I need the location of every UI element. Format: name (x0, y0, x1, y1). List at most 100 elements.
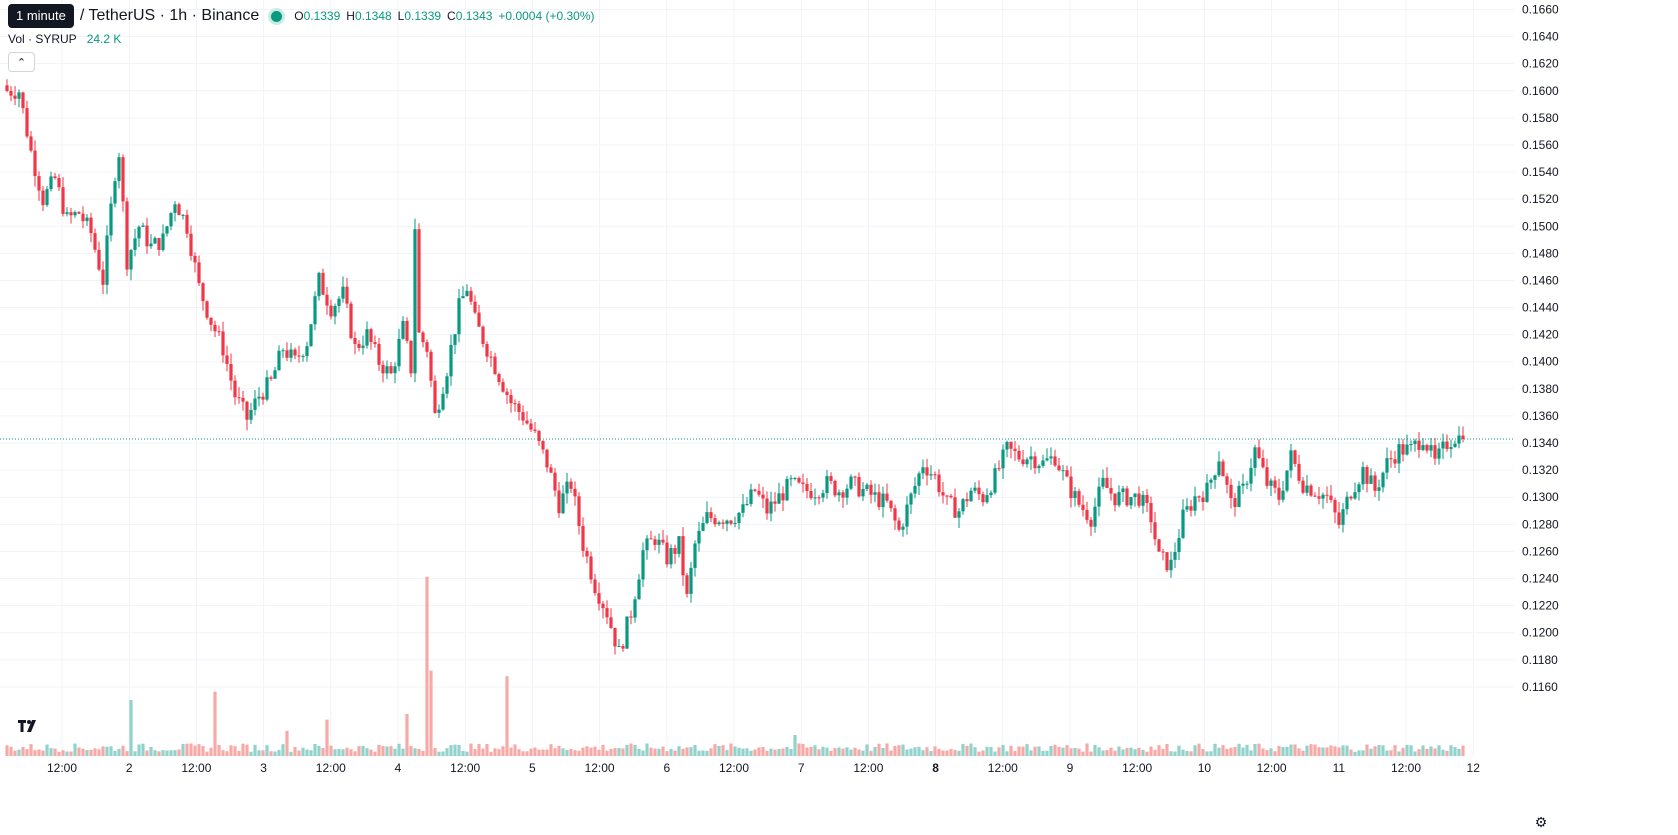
candle-body (489, 356, 493, 358)
volume-bar (129, 700, 133, 756)
volume-bar (337, 748, 341, 756)
candle-body (541, 440, 545, 450)
candle-body (513, 403, 517, 405)
candle-body (349, 303, 353, 338)
volume-bar (1225, 748, 1229, 756)
volume-bar (257, 750, 261, 756)
volume-bar (1357, 750, 1361, 756)
volume-bar (561, 748, 565, 756)
candle-body (789, 478, 793, 480)
volume-bar (393, 748, 397, 756)
volume-bar (1237, 743, 1241, 756)
candle-body (429, 351, 433, 381)
gear-icon[interactable]: ⚙ (1534, 813, 1548, 830)
candle-body (1429, 445, 1433, 451)
volume-bar (37, 749, 41, 756)
candle-body (1165, 552, 1169, 571)
candle-body (89, 217, 93, 234)
volume-bar (577, 750, 581, 756)
volume-bar (325, 719, 329, 756)
symbol-title[interactable]: / TetherUS · 1h · Binance (79, 7, 260, 24)
time-tick-label: 11 (1333, 761, 1346, 775)
candle-body (889, 500, 893, 509)
volume-bar (701, 750, 705, 756)
volume-bar (481, 748, 485, 756)
volume-bar (1273, 751, 1277, 756)
volume-bar (901, 744, 905, 756)
candle-body (609, 617, 613, 628)
volume-bar (709, 748, 713, 756)
volume-bar (745, 748, 749, 756)
time-tick-label: 2 (126, 761, 133, 775)
candle-body (1325, 494, 1329, 496)
candle-body (1421, 445, 1425, 450)
candle-body (597, 593, 601, 604)
volume-bar (193, 745, 197, 756)
candle-body (473, 301, 477, 313)
candle-body (277, 350, 281, 371)
candle-body (389, 366, 393, 374)
candle-body (745, 503, 749, 505)
time-tick-label: 12:00 (47, 761, 77, 775)
volume-bar (1085, 743, 1089, 756)
volume-bar (1389, 750, 1393, 756)
candle-body (381, 364, 385, 374)
candle-body (521, 412, 525, 421)
volume-legend[interactable]: Vol · SYRUP 24.2 K (8, 32, 121, 46)
candle-body (189, 233, 193, 256)
volume-bar (837, 747, 841, 756)
volume-bar (385, 746, 389, 756)
time-tick-label: 12 (1467, 761, 1481, 775)
volume-bar (1233, 746, 1237, 756)
time-axis: 12:00 2 12:00 3 12:00 4 12:00 5 12:00 6 12:00 7 12:0… (47, 761, 1480, 775)
volume-bar (917, 746, 921, 756)
candle-body (925, 467, 929, 476)
tradingview-logo-icon[interactable] (14, 712, 42, 740)
volume-bar (849, 749, 853, 756)
volume-bar (1013, 750, 1017, 756)
volume-bar (1177, 745, 1181, 756)
volume-value: 24.2 K (86, 32, 122, 46)
volume-bar (1033, 746, 1037, 756)
volume-bar (453, 744, 457, 756)
price-tick-label: 0.1540 (1522, 165, 1559, 179)
volume-bar (653, 748, 657, 756)
candle-body (1125, 488, 1129, 506)
candle-body (525, 420, 529, 424)
volume-bar (1025, 744, 1029, 756)
collapse-legend-button[interactable]: ⌃ (8, 52, 35, 72)
volume-bar (585, 746, 589, 756)
volume-bar (529, 748, 533, 756)
volume-bar (721, 745, 725, 756)
volume-bar (1365, 744, 1369, 756)
candle-body (425, 342, 429, 352)
volume-bar (865, 744, 869, 756)
candle-body (641, 550, 645, 580)
candle-body (417, 229, 421, 333)
volume-bar (1205, 751, 1209, 756)
volume-bar (65, 751, 69, 756)
volume-bar (621, 748, 625, 756)
candle-body (109, 203, 113, 236)
candle-body (1301, 480, 1305, 493)
candle-body (1337, 512, 1341, 525)
candle-body (1153, 522, 1157, 540)
interval-tooltip: 1 minute (8, 4, 74, 28)
candle-body (569, 481, 573, 489)
volume-bar (769, 748, 773, 756)
candle-body (85, 217, 89, 222)
candle-body (821, 493, 825, 498)
volume-bar (645, 743, 649, 756)
candle-body (285, 350, 289, 358)
time-tick-label: 12:00 (316, 761, 346, 775)
volume-bar (45, 744, 49, 756)
candle-body (625, 616, 629, 649)
time-tick-label: 10 (1198, 761, 1212, 775)
candle-body (885, 493, 889, 501)
volume-bar (49, 748, 53, 756)
candle-body (929, 474, 933, 476)
price-tick-label: 0.1580 (1522, 111, 1559, 125)
candle-body (229, 364, 233, 381)
candle-body (209, 317, 213, 325)
